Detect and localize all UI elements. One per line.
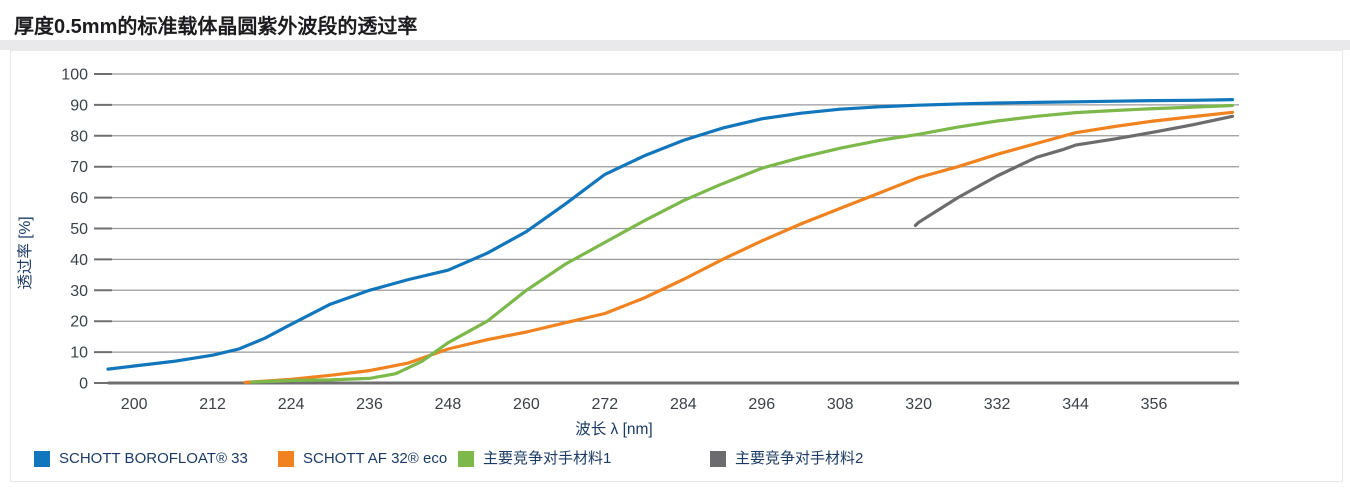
legend-label-4: 主要竞争对手材料2 — [735, 450, 864, 467]
legend-label-3: 主要竞争对手材料1 — [483, 450, 612, 467]
legend-swatch-1 — [34, 451, 50, 467]
divider-band — [0, 40, 1350, 50]
legend-swatch-4 — [710, 451, 726, 467]
page-title: 厚度0.5mm的标准载体晶圆紫外波段的透过率 — [14, 16, 418, 38]
legend-item-4: 主要竞争对手材料2 — [710, 451, 863, 467]
legend-label-1: SCHOTT BOROFLOAT® 33 — [59, 450, 248, 467]
legend-item-2: SCHOTT AF 32® eco — [278, 451, 447, 467]
legend-swatch-2 — [278, 451, 294, 467]
legend-item-1: SCHOTT BOROFLOAT® 33 — [34, 451, 248, 467]
legend-label-2: SCHOTT AF 32® eco — [303, 450, 448, 467]
legend-item-3: 主要竞争对手材料1 — [458, 451, 611, 467]
chart-legend: SCHOTT BOROFLOAT® 33 SCHOTT AF 32® eco 主要竞… — [0, 451, 1350, 471]
legend-swatch-3 — [458, 451, 474, 467]
chart-card — [10, 50, 1343, 482]
